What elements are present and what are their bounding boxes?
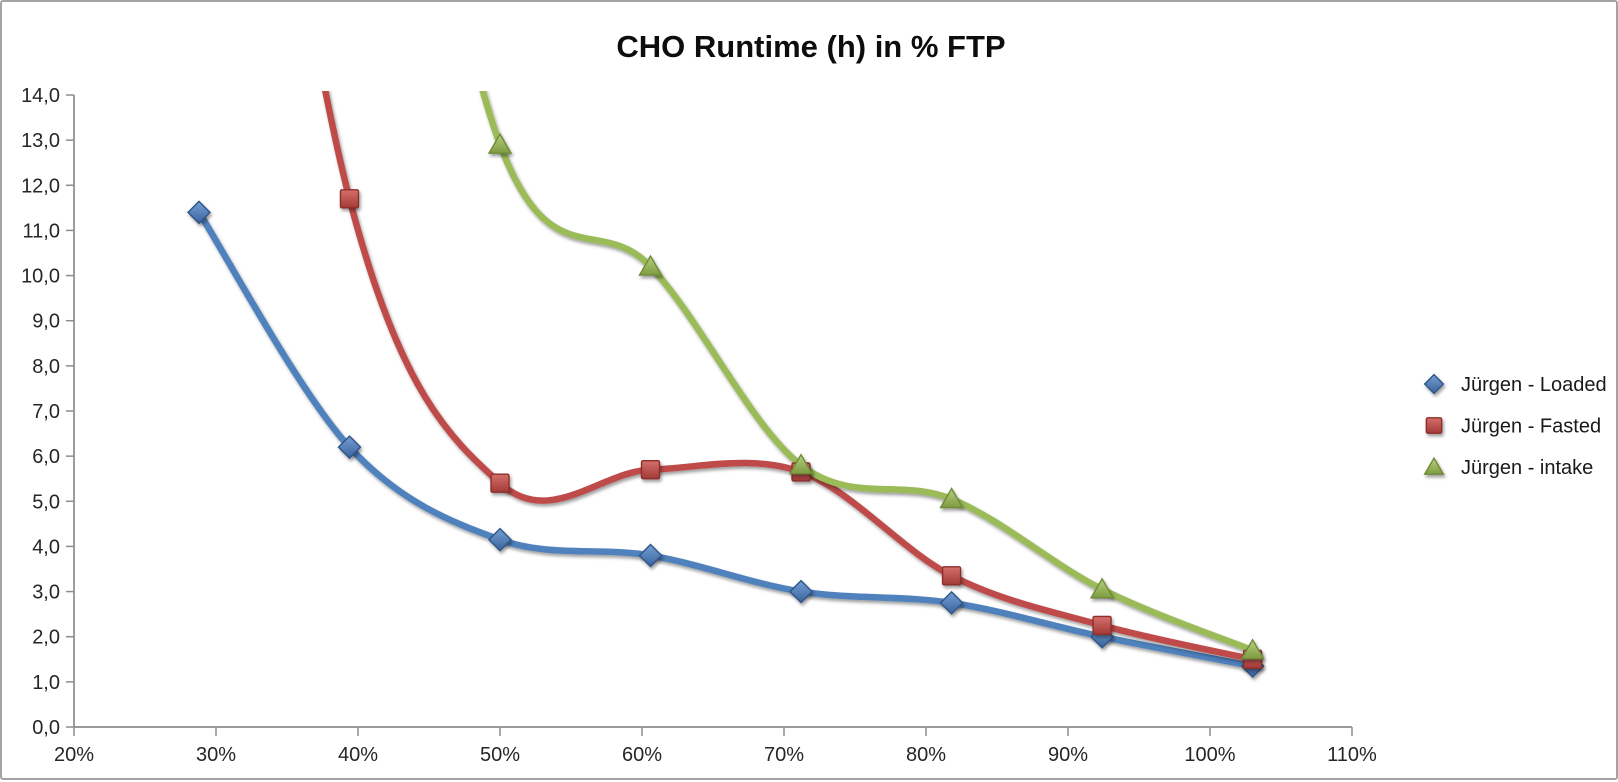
data-point: [788, 453, 814, 475]
y-tick-label: 2,0: [32, 627, 60, 649]
y-tick-label: 9,0: [32, 311, 60, 333]
legend-item: Jürgen - intake: [1407, 456, 1593, 479]
legend-label: Jürgen - intake: [1461, 457, 1593, 479]
data-point: [339, 189, 360, 209]
y-tick-label: 13,0: [21, 130, 60, 152]
x-tick-label: 110%: [1327, 744, 1377, 766]
data-point: [939, 487, 964, 509]
data-point: [1092, 615, 1112, 636]
data-point: [337, 435, 362, 460]
chart-title: CHO Runtime (h) in % FTP: [616, 29, 1005, 64]
x-tick-label: 80%: [906, 744, 946, 766]
series-line-3: [479, 91, 1256, 654]
y-tick-label: 7,0: [32, 401, 60, 423]
marker-layer: [186, 132, 1265, 679]
y-tick-label: 10,0: [21, 266, 60, 288]
x-tick-label: 30%: [196, 744, 236, 766]
data-point: [186, 200, 211, 225]
x-tick-label: 40%: [338, 744, 378, 766]
y-tick-label: 14,0: [21, 85, 60, 107]
x-tick-label: 70%: [764, 744, 804, 766]
x-tick-label: 50%: [480, 744, 520, 766]
legend-marker-triangle: [1423, 456, 1445, 475]
data-point: [638, 543, 663, 568]
legend-marker-diamond: [1423, 373, 1445, 395]
data-point: [1240, 638, 1265, 660]
legend-label: Jürgen - Loaded: [1461, 374, 1607, 396]
data-point: [488, 527, 512, 552]
x-tick-label: 60%: [622, 744, 662, 766]
data-point: [640, 459, 661, 480]
label-layer: 0,0 1,0 2,0 3,0 4,0 5,0 6,0 7,0 8,0 9,0 10,0 11,0 12…: [21, 85, 1377, 766]
x-tick-label: 20%: [54, 744, 94, 766]
y-tick-label: 0,0: [32, 717, 60, 739]
y-tick-label: 3,0: [32, 582, 60, 604]
data-point: [487, 132, 513, 154]
data-point: [638, 254, 663, 276]
y-tick-label: 12,0: [21, 175, 60, 197]
data-point: [789, 579, 814, 604]
data-point: [939, 590, 964, 615]
legend-marker-square: [1425, 417, 1443, 434]
legend-label: Jürgen - Fasted: [1461, 416, 1601, 438]
y-tick-label: 5,0: [32, 491, 60, 513]
y-tick-label: 1,0: [32, 672, 60, 694]
axis-layer: [66, 94, 1353, 736]
series-line-2: [322, 91, 1256, 663]
grid-layer: [74, 94, 1352, 683]
legend: Jürgen - Loaded Jürgen - Fasted Jürgen - i…: [1407, 373, 1607, 479]
y-tick-label: 8,0: [32, 356, 60, 378]
y-tick-label: 11,0: [23, 220, 60, 242]
y-tick-label: 6,0: [32, 446, 60, 468]
x-tick-label: 100%: [1184, 744, 1235, 766]
legend-item: Jürgen - Fasted: [1407, 416, 1601, 438]
data-point: [941, 566, 962, 586]
data-point: [490, 473, 510, 493]
series-layer: [195, 91, 1256, 670]
data-point: [1089, 577, 1115, 599]
x-tick-label: 90%: [1048, 744, 1088, 766]
legend-item: Jürgen - Loaded: [1407, 373, 1607, 396]
y-tick-label: 4,0: [32, 536, 60, 558]
